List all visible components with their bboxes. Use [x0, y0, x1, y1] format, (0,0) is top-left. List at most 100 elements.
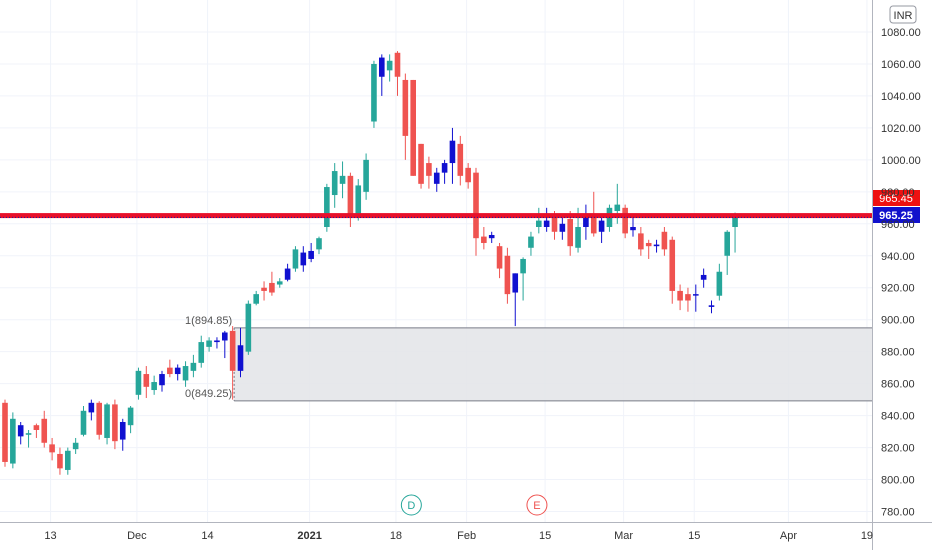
candle-body — [222, 332, 228, 341]
candle-body — [465, 167, 471, 183]
candle-body — [135, 370, 142, 395]
y-tick-label: 960.00 — [881, 219, 915, 231]
candle-body — [33, 425, 40, 430]
candle-body — [418, 143, 424, 184]
candle-body — [237, 345, 244, 371]
candle-body — [324, 187, 330, 227]
fib-level-1-label: 1(894.85) — [185, 315, 232, 327]
fib-zone-fill[interactable] — [234, 327, 872, 401]
resistance-lines[interactable]: 965.45 965.25 — [0, 190, 920, 223]
candle-body — [449, 140, 456, 164]
x-tick-label: 18 — [390, 530, 402, 542]
candle-body — [504, 255, 511, 295]
price-axis[interactable]: 1080.00 1060.00 1040.00 1020.00 1000.00 980.0… — [872, 0, 921, 550]
candle-body — [167, 367, 173, 375]
resistance-line[interactable] — [0, 213, 872, 219]
candle-body — [253, 294, 259, 304]
candle-body — [441, 163, 448, 173]
price-tag-red[interactable] — [873, 190, 920, 206]
y-tick-label: 1040.00 — [881, 91, 921, 103]
candle-body — [716, 271, 723, 296]
candle-body — [151, 382, 157, 391]
candle-body — [261, 287, 267, 291]
candle-body — [57, 453, 63, 469]
candle-body — [536, 220, 542, 227]
candle-body — [543, 220, 550, 227]
candle-body — [512, 273, 519, 293]
candle-body — [25, 433, 32, 435]
candle-body — [732, 215, 738, 227]
x-tick-label: 14 — [201, 530, 213, 542]
x-tick-label: 2021 — [297, 530, 321, 542]
candle-body — [2, 402, 8, 462]
event-marker-label: E — [533, 500, 540, 512]
candle-body — [371, 63, 377, 122]
earnings-event-marker[interactable] — [526, 494, 548, 516]
dividend-event-marker[interactable] — [400, 494, 422, 516]
y-tick-label: 940.00 — [881, 251, 915, 263]
candle-body — [339, 175, 346, 184]
candle-body — [88, 402, 95, 413]
currency-badge-label: INR — [894, 10, 913, 22]
y-tick-label: 860.00 — [881, 379, 915, 391]
y-tick-label: 980.00 — [881, 187, 915, 199]
y-tick-label: 1000.00 — [881, 155, 921, 167]
candle-body — [426, 163, 432, 176]
candle-body — [433, 172, 440, 184]
candle-body — [669, 239, 676, 291]
y-tick-label: 920.00 — [881, 283, 915, 295]
x-tick-label: 13 — [44, 530, 56, 542]
candle-body — [724, 231, 730, 256]
fib-zone[interactable]: 1(894.85) 0(849.25) — [185, 315, 872, 402]
candle-body — [10, 418, 16, 464]
fib-level-0-label: 0(849.25) — [185, 388, 232, 400]
candle-body — [638, 233, 644, 250]
x-tick-label: Apr — [780, 530, 797, 542]
currency-badge-box — [889, 5, 917, 24]
candle-body — [551, 217, 558, 232]
price-tag-blue[interactable] — [873, 207, 920, 223]
candle-body — [112, 404, 118, 442]
candle-body — [708, 305, 715, 307]
candle-body — [308, 250, 314, 259]
candle-body — [645, 242, 652, 247]
candle-body — [284, 268, 291, 280]
candle-body — [198, 342, 205, 363]
candle-body — [677, 290, 683, 301]
candle-body — [363, 159, 369, 192]
y-tick-label: 800.00 — [881, 475, 915, 487]
candle-body — [292, 249, 299, 269]
candle-body — [72, 442, 79, 450]
candle-body — [410, 79, 416, 176]
price-tag-blue-label: 965.25 — [879, 210, 913, 222]
candle-body — [488, 234, 495, 239]
x-tick-label: Dec — [127, 530, 147, 542]
candle-body — [190, 362, 197, 371]
candle-body — [206, 340, 212, 347]
candle-body — [559, 223, 566, 232]
candle-body — [182, 366, 189, 381]
candles — [2, 51, 738, 475]
candle-body — [567, 219, 573, 247]
candle-body — [379, 57, 385, 77]
candle-body — [229, 330, 236, 371]
candle-body — [590, 214, 597, 234]
candle-body — [575, 226, 581, 248]
candle-body — [49, 444, 55, 453]
x-tick-label: Feb — [457, 530, 476, 542]
candle-body — [496, 246, 503, 269]
time-axis[interactable]: 13 Dec 14 2021 18 Feb 15 Mar 15 Apr 19 — [0, 522, 932, 543]
candle-body — [386, 60, 393, 71]
x-tick-label: 15 — [539, 530, 551, 542]
candle-body — [622, 207, 628, 234]
candle-body — [17, 425, 24, 437]
candle-body — [316, 238, 322, 250]
currency-badge: INR — [889, 5, 917, 24]
candle-body — [402, 79, 409, 136]
candle-body — [143, 374, 150, 387]
candle-body — [41, 418, 48, 443]
candle-body — [685, 294, 691, 301]
